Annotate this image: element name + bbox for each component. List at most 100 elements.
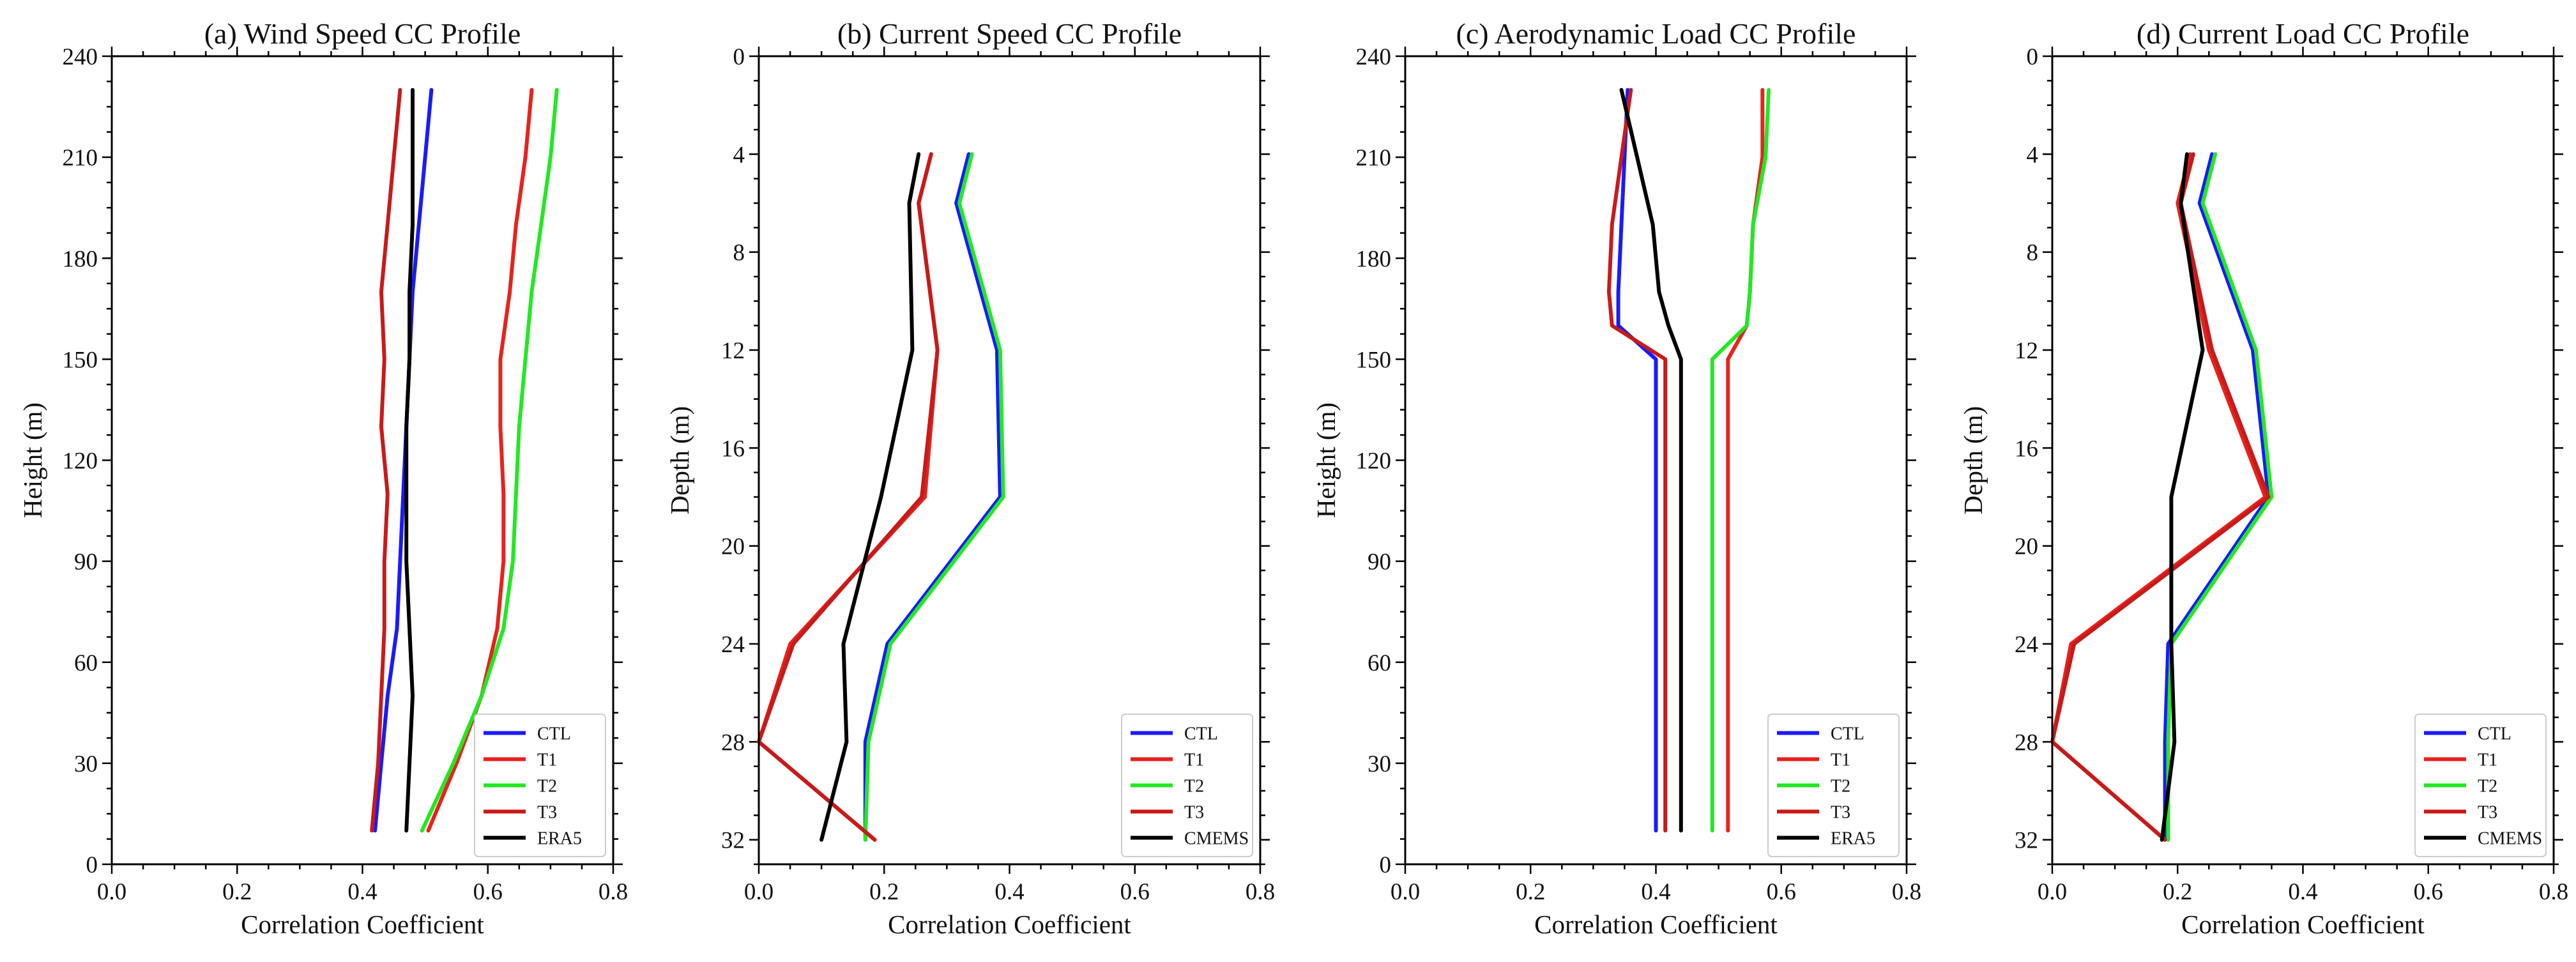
- series-line-t2: [863, 152, 1005, 842]
- legend-label: T3: [1184, 803, 1204, 823]
- y-tick-label: 90: [1368, 549, 1391, 576]
- x-tick-label: 0.0: [1391, 879, 1420, 905]
- legend-label: T1: [1184, 751, 1204, 770]
- x-tick-label: 0.6: [473, 879, 503, 905]
- series-line-ctl: [863, 152, 1002, 842]
- x-axis-label: Correlation Coefficient: [2181, 910, 2425, 939]
- legend-label: ERA5: [537, 829, 582, 849]
- y-tick-label: 24: [2015, 632, 2038, 658]
- legend-label: T2: [2478, 777, 2497, 797]
- x-axis-label: Correlation Coefficient: [1534, 910, 1778, 939]
- y-tick-label: 20: [2015, 534, 2038, 560]
- x-tick-label: 0.0: [2038, 879, 2067, 905]
- legend: CTL T1 T2 T3 CMEMS: [1121, 714, 1253, 857]
- series-line-ctl: [1616, 88, 1658, 833]
- legend-label: T3: [2478, 803, 2497, 823]
- plot-frame: [1404, 55, 1908, 866]
- legend-label: T2: [1831, 777, 1850, 797]
- x-tick-label: 0.4: [2288, 879, 2317, 905]
- series-line-t3: [1606, 88, 1668, 833]
- panel-title: (a) Wind Speed CC Profile: [204, 17, 521, 50]
- y-tick-label: 16: [721, 436, 745, 462]
- y-tick-label: 180: [1356, 246, 1392, 272]
- legend-label: T3: [537, 803, 557, 823]
- legend-label: T1: [537, 751, 557, 770]
- x-tick-label: 0.2: [869, 879, 899, 905]
- x-tick-label: 0.6: [1120, 879, 1150, 905]
- y-tick-label: 4: [2027, 142, 2039, 168]
- y-axis-label: Depth (m): [1958, 406, 1988, 515]
- x-tick-label: 0.2: [222, 879, 252, 905]
- y-tick-label: 8: [2027, 240, 2039, 266]
- y-axis-label: Depth (m): [665, 406, 694, 515]
- x-tick-label: 0.8: [1246, 879, 1275, 905]
- y-tick-label: 24: [721, 632, 745, 658]
- y-tick-label: 32: [2015, 828, 2038, 854]
- y-tick-label: 90: [74, 549, 98, 576]
- legend-label: CMEMS: [1184, 829, 1249, 849]
- legend-label: T1: [1831, 751, 1850, 770]
- panel-2: (b) Current Speed CC Profile 0.0 0.2 0.4 0.6…: [665, 17, 1275, 939]
- legend-box: [2414, 714, 2547, 857]
- y-tick-label: 0: [1380, 852, 1392, 878]
- legend: CTL T1 T2 T3 ERA5: [1767, 714, 1900, 857]
- legend-label: T2: [1184, 777, 1204, 797]
- y-tick-label: 210: [1356, 145, 1392, 171]
- y-tick-label: 16: [2015, 436, 2038, 462]
- legend: CTL T1 T2 T3 CMEMS: [2414, 714, 2547, 857]
- y-tick-label: 4: [733, 142, 745, 168]
- y-tick-label: 28: [721, 729, 745, 756]
- y-tick-label: 180: [63, 246, 98, 272]
- legend-label: CMEMS: [2478, 829, 2542, 849]
- legend-label: CTL: [1184, 724, 1218, 744]
- x-tick-label: 0.0: [97, 879, 126, 905]
- x-tick-label: 0.8: [2539, 879, 2568, 905]
- y-tick-label: 30: [1368, 751, 1391, 777]
- x-tick-label: 0.6: [1767, 879, 1796, 905]
- y-tick-label: 120: [1356, 448, 1392, 475]
- y-tick-label: 150: [1356, 347, 1392, 373]
- panel-title: (b) Current Speed CC Profile: [837, 17, 1182, 50]
- y-tick-label: 8: [733, 240, 745, 266]
- y-tick-label: 12: [2015, 338, 2038, 364]
- y-tick-label: 30: [74, 751, 98, 777]
- series-line-t2: [1710, 88, 1771, 833]
- y-tick-label: 150: [63, 347, 98, 373]
- panel-4: (d) Current Load CC Profile 0.0 0.2 0.4 0.6 0…: [1958, 17, 2568, 939]
- y-tick-label: 60: [1368, 650, 1391, 676]
- y-tick-label: 0: [2027, 44, 2039, 70]
- legend-label: CTL: [2478, 724, 2511, 744]
- panel-title: (d) Current Load CC Profile: [2137, 17, 2469, 50]
- plot-frame: [2051, 55, 2555, 866]
- y-tick-label: 210: [63, 145, 98, 171]
- legend-label: CTL: [1831, 724, 1864, 744]
- legend: CTL T1 T2 T3 ERA5: [474, 714, 606, 857]
- y-axis-label: Height (m): [18, 402, 47, 518]
- legend-label: T2: [537, 777, 557, 797]
- y-tick-label: 32: [721, 828, 745, 854]
- x-tick-label: 0.4: [1641, 879, 1670, 905]
- panels-group: (a) Wind Speed CC Profile 0.0 0.2 0.4 0.6 0.8…: [18, 17, 2568, 939]
- x-tick-label: 0.6: [2414, 879, 2443, 905]
- panel-title: (c) Aerodynamic Load CC Profile: [1456, 17, 1856, 50]
- series-line-t2: [420, 88, 559, 833]
- x-axis-label: Correlation Coefficient: [241, 910, 484, 939]
- y-tick-label: 120: [63, 448, 98, 475]
- series-line-era5: [404, 88, 415, 833]
- legend-label: ERA5: [1831, 829, 1875, 849]
- plot-frame: [758, 55, 1261, 866]
- x-axis-label: Correlation Coefficient: [888, 910, 1131, 939]
- x-tick-label: 0.4: [347, 879, 377, 905]
- legend-label: T3: [1831, 803, 1850, 823]
- series-line-cmems: [819, 152, 921, 842]
- y-tick-label: 240: [63, 44, 98, 70]
- y-tick-label: 0: [86, 852, 98, 878]
- y-tick-label: 28: [2015, 729, 2038, 756]
- x-tick-label: 0.2: [2163, 879, 2192, 905]
- panel-1: (a) Wind Speed CC Profile 0.0 0.2 0.4 0.6 0.8…: [18, 17, 628, 939]
- legend-box: [1121, 714, 1253, 857]
- legend-box: [1767, 714, 1900, 857]
- legend-label: T1: [2478, 751, 2497, 770]
